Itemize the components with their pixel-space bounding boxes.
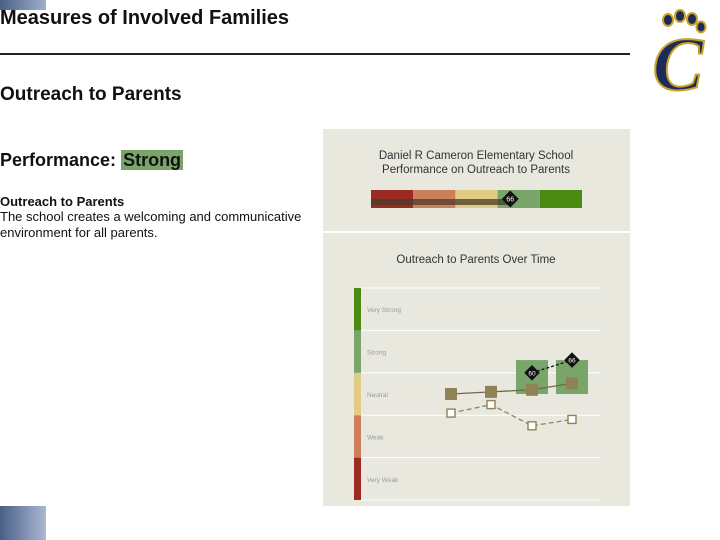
performance-line: Performance: Strong [0, 150, 184, 171]
logo-letter: C [653, 23, 705, 98]
paw-c-logo-icon: C [652, 9, 707, 98]
corner-accent-bottom [0, 506, 46, 540]
paw-print-icon [662, 9, 707, 34]
performance-badge: Strong [121, 150, 184, 170]
rating-band [354, 288, 361, 331]
gauge-title-line1: Daniel R Cameron Elementary School [379, 150, 573, 162]
slide-subtitle: Outreach to Parents [0, 84, 182, 105]
corner-accent-top [0, 0, 46, 10]
rating-label: Strong [367, 350, 387, 357]
diamond-point [564, 352, 580, 368]
title-divider [0, 53, 630, 55]
diamond-series-line [531, 359, 573, 374]
rating-label: Neutral [367, 392, 389, 399]
gauge-value-marker: 66 [501, 190, 519, 208]
solid-series-line [450, 382, 573, 395]
rating-band [354, 372, 361, 416]
gauge-value-label: 66 [506, 197, 514, 204]
diamond-point-label: 66 [568, 358, 576, 365]
diamond-point-label: 60 [528, 370, 536, 377]
dashed-series-point [567, 414, 577, 425]
panel-divider [323, 231, 630, 233]
rating-band [354, 330, 361, 373]
section-description: The school creates a welcoming and commu… [0, 209, 302, 240]
gauge-title-line2: Performance on Outreach to Parents [382, 164, 570, 176]
solid-series-point [485, 385, 497, 398]
trend-lines [450, 359, 573, 427]
dashed-series-point [486, 399, 496, 410]
gauge-value-bar [371, 199, 511, 205]
trend-points: 60 66 [445, 352, 580, 431]
rating-scale: Very Weak Weak Neutral Strong Very Strong [354, 288, 401, 500]
chart-panel: Daniel R Cameron Elementary School Perfo… [323, 129, 630, 506]
dashed-series-point [527, 421, 537, 431]
solid-series-point [445, 388, 457, 400]
rating-label: Very Strong [367, 307, 401, 314]
chart-svg: Daniel R Cameron Elementary School Perfo… [323, 150, 630, 501]
dashed-series-line [450, 403, 573, 427]
trend-title: Outreach to Parents Over Time [396, 254, 555, 266]
performance-label: Performance: [0, 150, 117, 170]
section-heading: Outreach to Parents [0, 194, 125, 209]
solid-series-point [526, 383, 538, 396]
dashed-series-point [446, 408, 456, 418]
slide-title: Measures of Involved Families [0, 7, 289, 29]
rating-label: Weak [367, 434, 384, 441]
rating-band [354, 415, 361, 458]
gauge-segment [539, 190, 582, 208]
diamond-point [524, 365, 540, 381]
solid-series-point [566, 377, 578, 390]
gauge-diamond [501, 190, 519, 208]
rating-label: Very Weak [367, 477, 399, 484]
rating-band [354, 457, 361, 500]
